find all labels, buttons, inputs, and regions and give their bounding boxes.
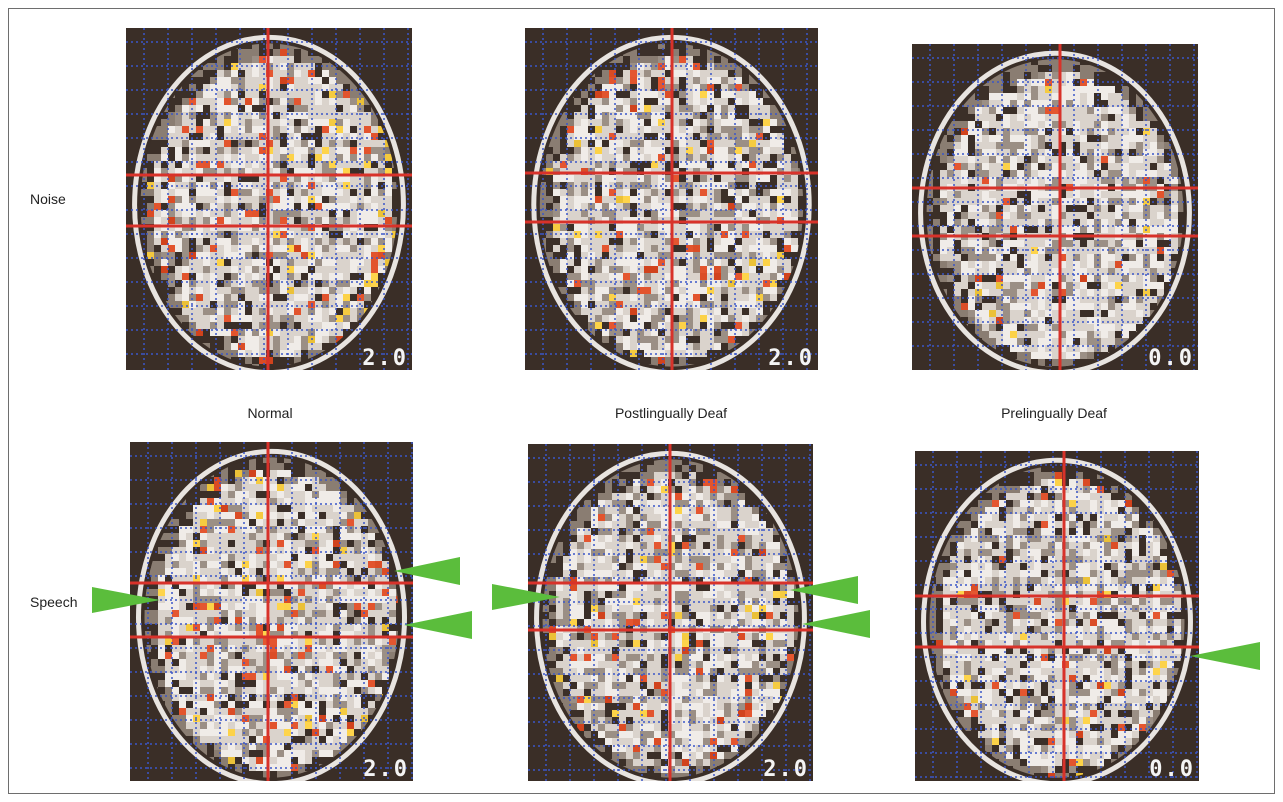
scan-speech-normal: 2.0 bbox=[130, 442, 413, 781]
scan-number: 0.0 bbox=[1149, 757, 1195, 781]
arrow-marker-speech-postlingual-left bbox=[492, 584, 560, 610]
scan-number: 2.0 bbox=[363, 757, 409, 781]
arrow-marker-speech-normal-right-upper bbox=[394, 557, 460, 585]
column-label-prelingual: Prelingually Deaf bbox=[1001, 405, 1107, 421]
scan-speech-prelingual: 0.0 bbox=[915, 451, 1199, 781]
scan-image bbox=[130, 442, 413, 781]
scan-number: 2.0 bbox=[763, 757, 809, 781]
scan-number: 0.0 bbox=[1148, 346, 1194, 370]
arrow-marker-speech-normal-right-lower bbox=[404, 611, 472, 639]
scan-image bbox=[912, 44, 1198, 370]
scan-image bbox=[528, 444, 813, 781]
scan-noise-normal: 2.0 bbox=[126, 28, 412, 370]
row-label-noise: Noise bbox=[30, 191, 66, 207]
column-label-postlingual: Postlingually Deaf bbox=[614, 405, 728, 421]
scan-image bbox=[915, 451, 1199, 781]
scan-noise-prelingual: 0.0 bbox=[912, 44, 1198, 370]
row-label-speech: Speech bbox=[30, 594, 78, 610]
scan-image bbox=[525, 28, 818, 370]
arrow-marker-speech-postlingual-right-upper bbox=[790, 576, 858, 604]
scan-image bbox=[126, 28, 412, 370]
arrow-marker-speech-postlingual-right-lower bbox=[802, 610, 870, 638]
scan-speech-postlingual: 2.0 bbox=[528, 444, 813, 781]
scan-number: 2.0 bbox=[362, 346, 408, 370]
arrow-marker-speech-normal-left bbox=[92, 587, 160, 613]
scan-noise-postlingual: 2.0 bbox=[525, 28, 818, 370]
scan-number: 2.0 bbox=[768, 346, 814, 370]
arrow-marker-speech-prelingual-right bbox=[1190, 642, 1260, 670]
column-label-normal: Normal bbox=[247, 405, 293, 421]
